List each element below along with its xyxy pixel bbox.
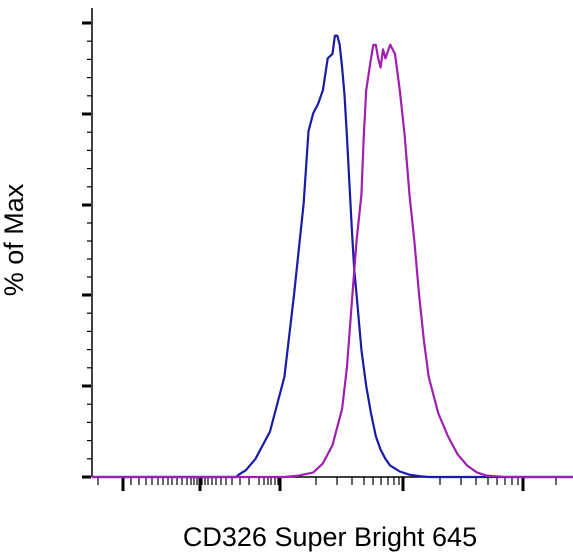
x-axis	[92, 476, 573, 491]
series-line-2	[92, 43, 573, 479]
x-axis-label: CD326 Super Bright 645	[183, 522, 477, 552]
y-axis-label: % of Max	[0, 183, 29, 296]
series-line-1	[92, 34, 573, 479]
series-layer	[92, 34, 573, 479]
y-axis	[82, 8, 93, 479]
